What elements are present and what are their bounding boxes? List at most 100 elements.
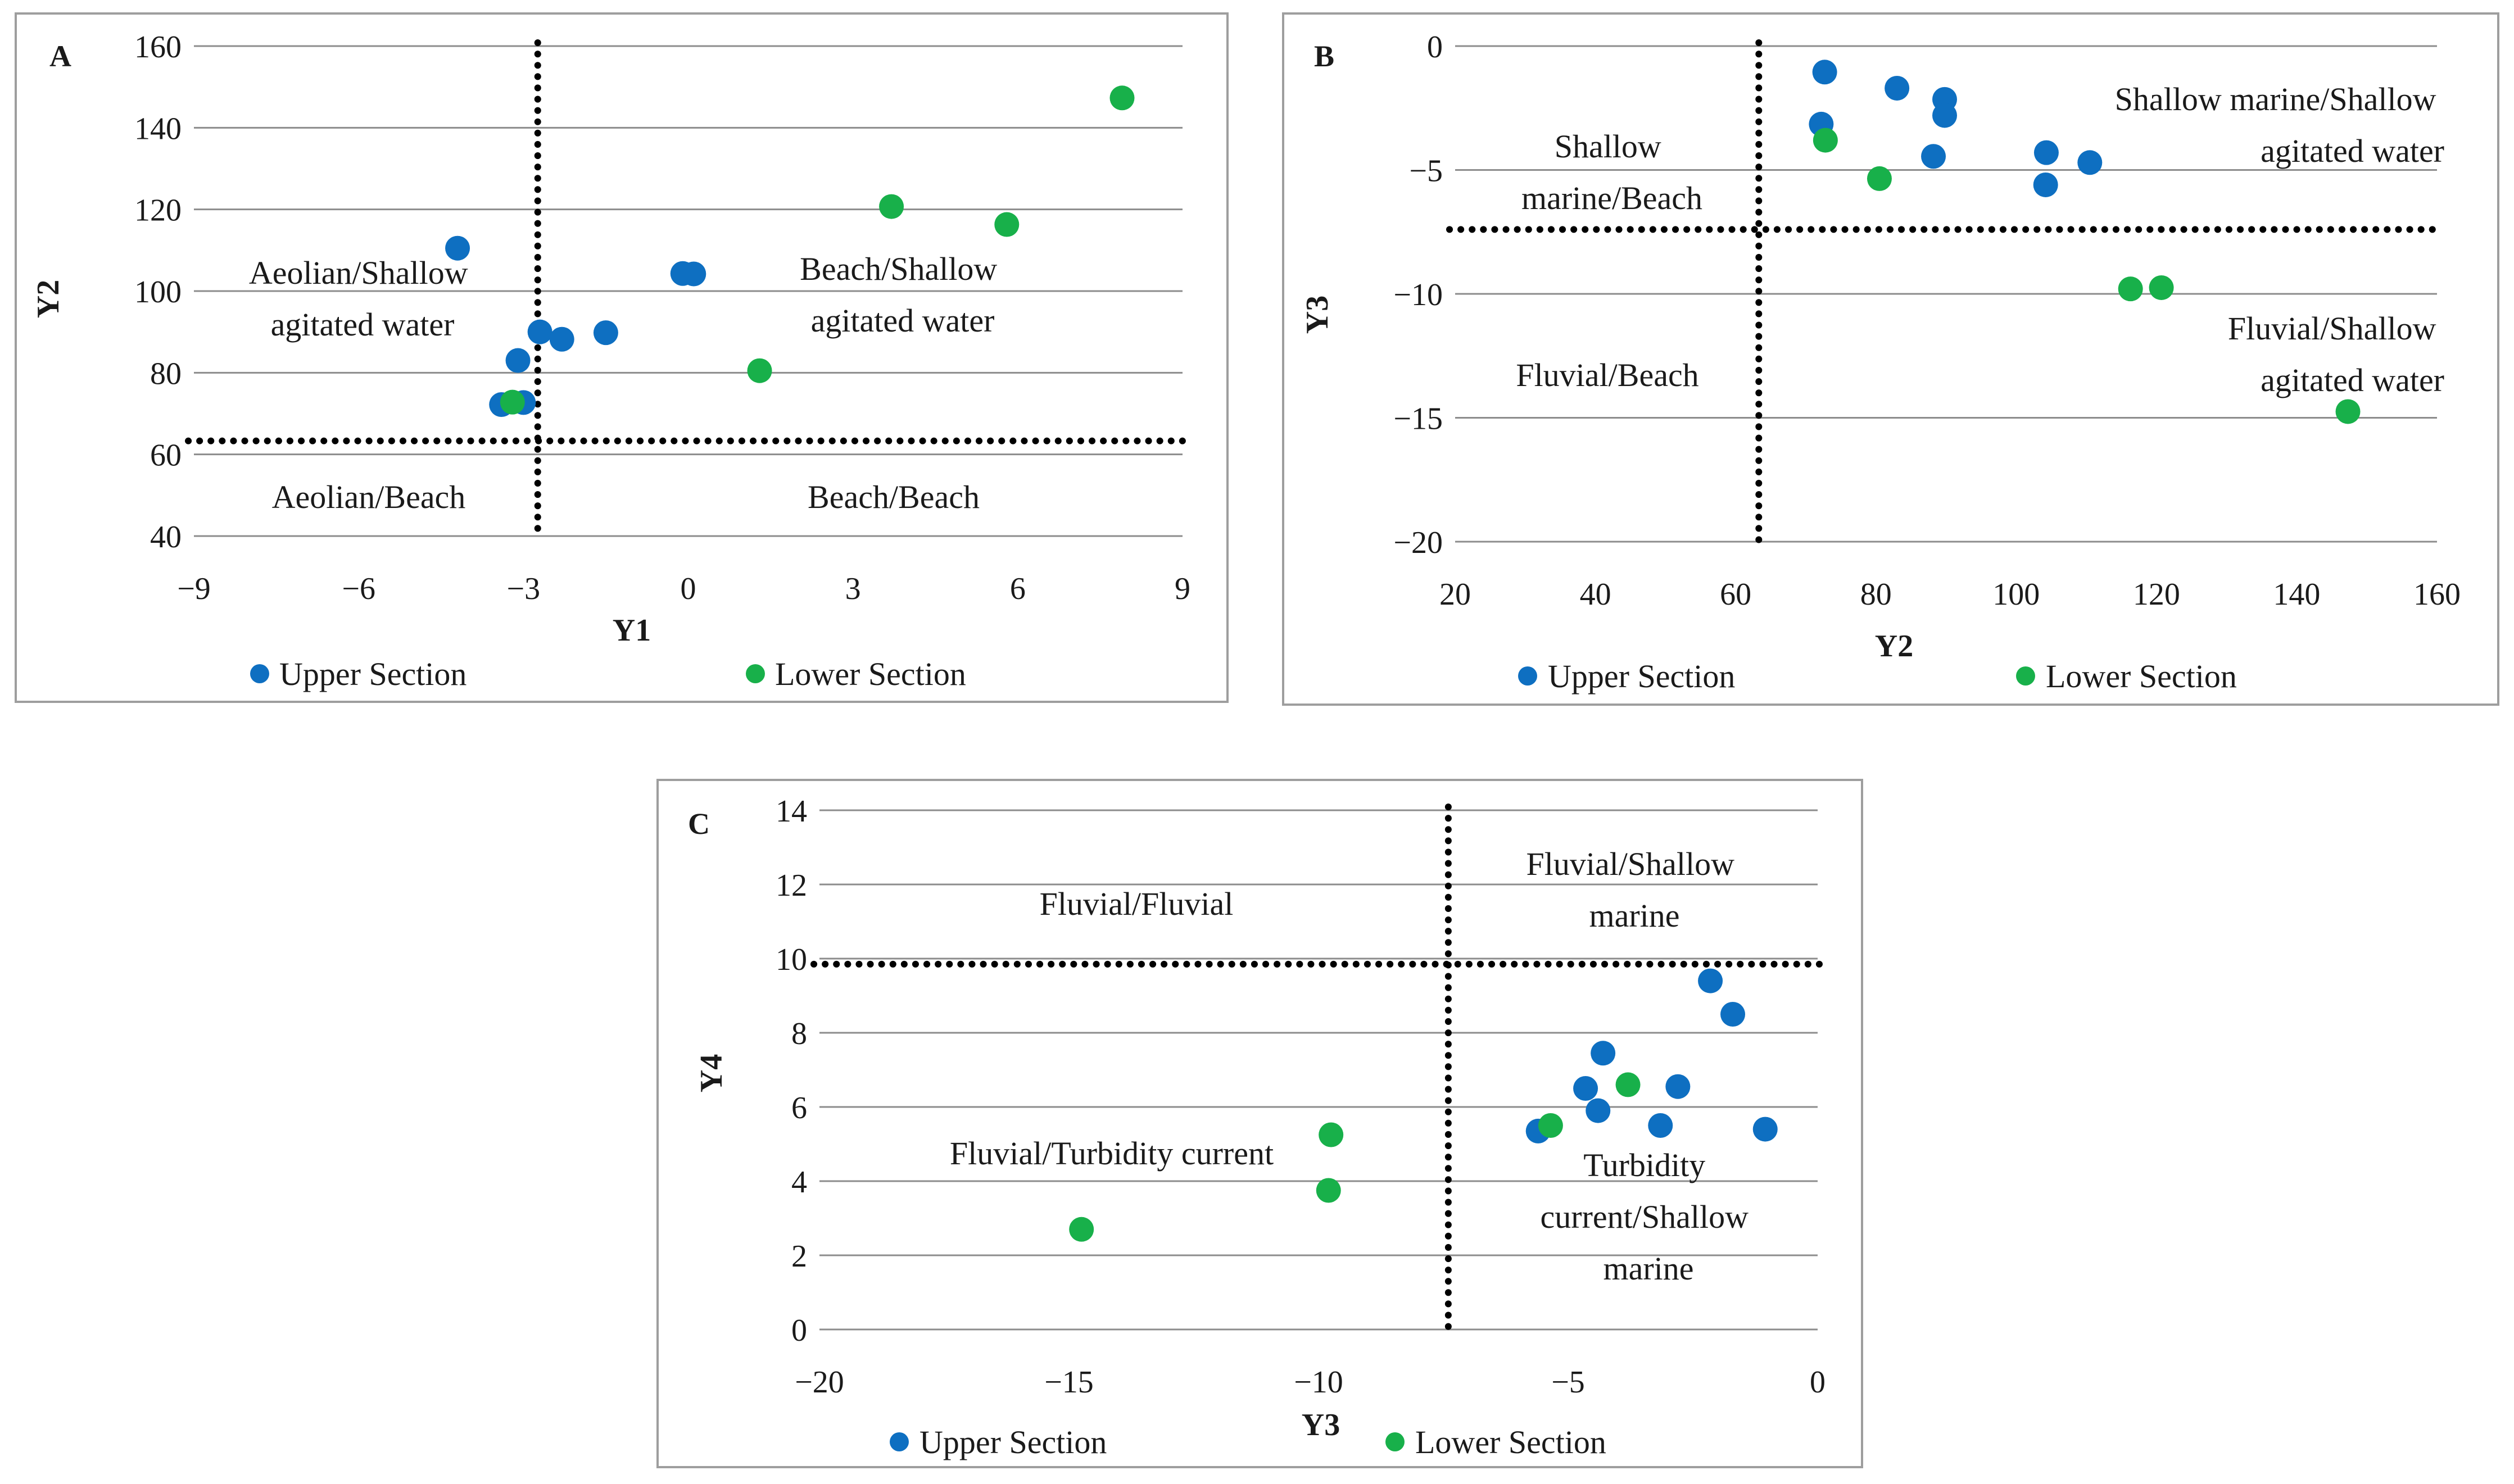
upper-section-point [2033, 172, 2058, 197]
panel-a-label: A [49, 39, 71, 73]
panel-b-region-line: agitated water [2261, 362, 2444, 398]
panel-c-region-line: marine [1603, 1250, 1693, 1287]
panel-c-y-axis-title: Y4 [694, 1054, 729, 1092]
x-tick-label: −5 [1551, 1365, 1585, 1400]
y-tick-label: −5 [1409, 154, 1443, 189]
x-tick-label: 120 [2133, 577, 2180, 612]
upper-section-point [445, 235, 470, 261]
lower-section-point [500, 389, 525, 415]
upper-section-point [593, 320, 618, 346]
x-tick-label: 40 [1580, 577, 1611, 612]
panel-c: 0 2 4 6 8 10 12 14 −20 −15 −10 −5 0 C Y3 Y4 Fluvial/… [656, 779, 1863, 1468]
panel-c-region-line: Turbidity [1583, 1147, 1705, 1183]
legend-label-upper: Upper Section [1548, 658, 1735, 695]
x-tick-label: 100 [1992, 577, 2040, 612]
panel-b-legend: Upper Section Lower Section [1518, 658, 2237, 695]
panel-b-region-label: Shallow marine/Shallow agitated water [2115, 81, 2444, 169]
panel-a-region-line: agitated water [811, 302, 995, 339]
upper-section-point [1586, 1098, 1611, 1123]
upper-section-point [505, 348, 531, 373]
x-tick-label: 20 [1439, 577, 1471, 612]
y-tick-label: 0 [1427, 30, 1443, 65]
lower-section-point [1538, 1113, 1563, 1138]
upper-section-point [1932, 103, 1958, 128]
panel-a: 40 60 80 100 120 140 160 −9 −6 −3 0 3 6 9 A Y1 Y2 Aeo… [15, 12, 1229, 703]
upper-section-point [2077, 150, 2103, 175]
panel-c-region-label: Fluvial/Shallow marine [1526, 846, 1742, 934]
y-tick-label: 6 [791, 1091, 807, 1126]
legend-marker-lower [1385, 1432, 1405, 1451]
lower-section-point [1867, 166, 1892, 191]
legend-marker-lower [2016, 666, 2035, 686]
lower-section-point [747, 358, 772, 383]
upper-section-point [1921, 144, 1946, 169]
lower-section-point [1069, 1217, 1094, 1242]
upper-section-point [1720, 1002, 1746, 1027]
panel-b-region-line: agitated water [2261, 133, 2444, 169]
lower-section-point [1319, 1122, 1344, 1147]
y-tick-label: 120 [134, 193, 182, 228]
legend-marker-upper [890, 1432, 909, 1451]
y-tick-label: −15 [1393, 402, 1443, 437]
y-tick-label: 12 [776, 868, 807, 903]
legend-label-lower: Lower Section [1415, 1424, 1606, 1460]
upper-section-point [1752, 1117, 1778, 1142]
lower-section-point [1813, 128, 1838, 153]
y-tick-label: 10 [776, 942, 807, 977]
y-tick-label: 40 [150, 520, 182, 555]
upper-section-point [549, 326, 574, 352]
panel-c-region-label: Fluvial/Fluvial [1040, 886, 1234, 922]
panel-b: −20 −15 −10 −5 0 20 40 60 80 100 120 140 160 B Y2 Y3… [1282, 12, 2499, 706]
panel-a-ticks: 40 60 80 100 120 140 160 −9 −6 −3 0 3 6 9 [134, 30, 1190, 606]
panel-b-region-label: Shallow marine/Beach [1521, 128, 1702, 216]
y-tick-label: 8 [791, 1016, 807, 1051]
x-tick-label: −3 [507, 571, 541, 606]
x-tick-label: 0 [1810, 1365, 1826, 1400]
legend-marker-upper [1518, 666, 1537, 686]
upper-section-point [1591, 1041, 1616, 1066]
upper-section-point [681, 261, 706, 287]
panel-b-region-line: marine/Beach [1521, 180, 1702, 216]
panel-c-x-axis-title: Y3 [1302, 1408, 1340, 1442]
panel-a-frame [15, 12, 1229, 703]
legend-marker-lower [746, 664, 765, 683]
upper-section-point [2033, 140, 2059, 165]
panel-c-region-label: Fluvial/Turbidity current [950, 1135, 1274, 1172]
panel-c-ticks: 0 2 4 6 8 10 12 14 −20 −15 −10 −5 0 [776, 794, 1826, 1400]
panel-c-dividers [810, 804, 1824, 1336]
panel-b-y-axis-title: Y3 [1300, 296, 1335, 334]
legend-marker-upper [250, 664, 269, 683]
panel-a-grid [194, 45, 1183, 537]
panel-b-region-line: Fluvial/Shallow [2228, 310, 2436, 347]
upper-section-point [1573, 1076, 1598, 1101]
x-tick-label: 6 [1010, 571, 1026, 606]
x-tick-label: 160 [2413, 577, 2461, 612]
panel-c-region-label: Turbidity current/Shallow marine [1541, 1147, 1757, 1287]
upper-section-point [1812, 60, 1837, 85]
panel-a-region-line: Aeolian/Shallow [249, 255, 468, 291]
legend-label-upper: Upper Section [919, 1424, 1107, 1460]
y-tick-label: −20 [1393, 525, 1443, 560]
panel-a-dividers [185, 39, 1189, 543]
x-tick-label: −20 [795, 1365, 844, 1400]
panel-b-region-label: Fluvial/Shallow agitated water [2228, 310, 2444, 398]
panel-a-y-axis-title: Y2 [31, 280, 66, 318]
lower-section-point [2149, 275, 2174, 300]
panel-b-grid [1455, 45, 2437, 543]
panel-a-region-label: Aeolian/Shallow agitated water [249, 255, 476, 343]
panel-a-region-line: agitated water [271, 306, 455, 343]
upper-section-point [1885, 75, 1910, 101]
panel-c-frame [656, 779, 1863, 1468]
panel-b-marks [1809, 60, 2361, 424]
lower-section-point [2118, 276, 2143, 302]
panel-a-region-line: Beach/Shallow [800, 251, 997, 287]
panel-c-grid [819, 809, 1818, 1331]
lower-section-point [994, 212, 1020, 237]
panel-b-dividers [1446, 39, 2444, 548]
y-tick-label: 2 [791, 1239, 807, 1274]
x-tick-label: 0 [681, 571, 696, 606]
panel-b-frame [1282, 12, 2499, 706]
legend-label-lower: Lower Section [775, 656, 966, 692]
